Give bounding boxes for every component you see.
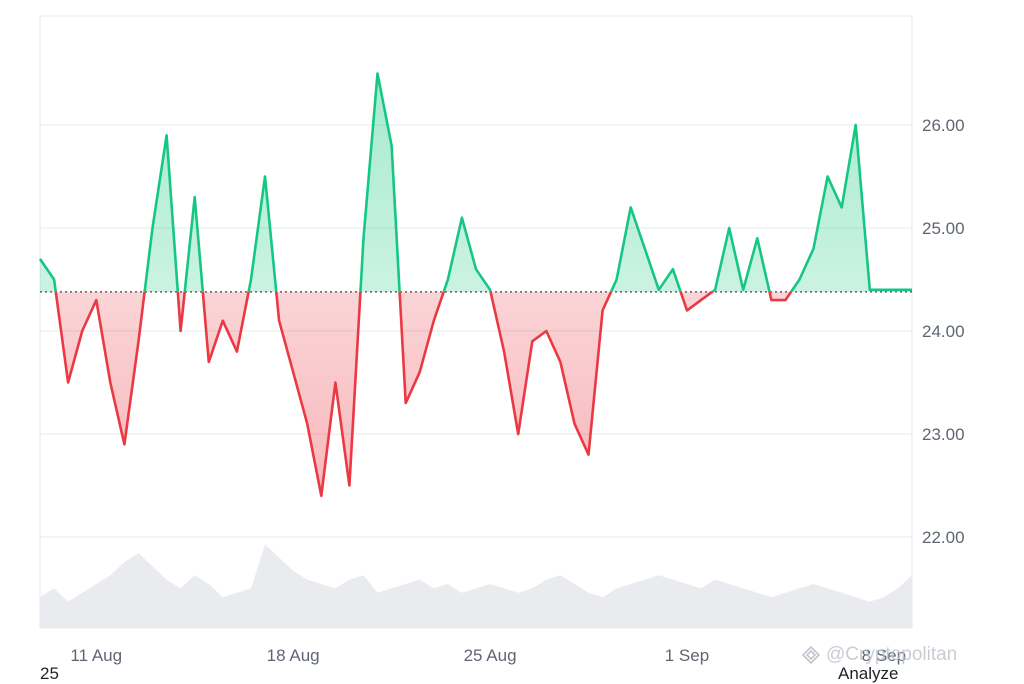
price-line-above xyxy=(38,72,912,292)
analyze-link[interactable]: Analyze xyxy=(838,664,899,683)
y-tick-label: 22.00 xyxy=(922,528,965,547)
y-tick-label: 24.00 xyxy=(922,322,965,341)
watermark: @Cryptopolitan xyxy=(801,644,958,666)
x-tick-label: 8 Sep xyxy=(862,646,906,665)
y-tick-label: 25.00 xyxy=(922,219,965,238)
y-axis: 22.00 23.00 24.00 25.00 26.00 xyxy=(922,116,965,547)
y-tick-label: 26.00 xyxy=(922,116,965,135)
x-tick-label: 18 Aug xyxy=(267,646,320,665)
x-tick-label: 1 Sep xyxy=(665,646,709,665)
volume-area xyxy=(40,544,912,628)
footer-left-text: 25 xyxy=(40,664,59,683)
plot-frame xyxy=(39,15,913,629)
cryptopolitan-logo-icon xyxy=(801,645,821,665)
x-tick-label: 25 Aug xyxy=(464,646,517,665)
price-area xyxy=(40,73,912,496)
volume-shape xyxy=(40,544,912,628)
watermark-text: @Cryptopolitan xyxy=(826,644,958,665)
price-line xyxy=(38,72,912,498)
area-below-baseline xyxy=(40,291,912,496)
grid-layer xyxy=(39,15,913,629)
y-tick-label: 23.00 xyxy=(922,425,965,444)
area-above-baseline xyxy=(40,73,912,292)
x-axis: 11 Aug 18 Aug 25 Aug 1 Sep 8 Sep xyxy=(70,646,906,665)
x-tick-label: 11 Aug xyxy=(70,646,122,665)
